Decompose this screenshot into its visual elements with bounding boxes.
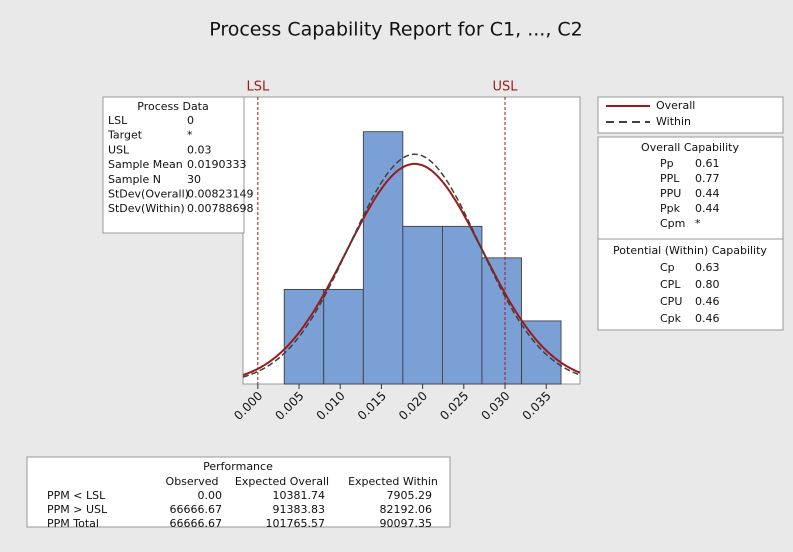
row-label: USL — [108, 143, 130, 156]
table-title: Potential (Within) Capability — [613, 244, 767, 257]
table-title: Overall Capability — [641, 141, 739, 154]
cell: 66666.67 — [170, 503, 223, 516]
row-label: PPM > USL — [47, 503, 108, 516]
row-label: Sample Mean — [108, 158, 183, 171]
row-value: 0.63 — [695, 261, 720, 274]
row-value: 0.00788698 — [187, 202, 253, 215]
row-label: CPU — [660, 295, 682, 308]
cell: 101765.57 — [266, 517, 326, 530]
column-header: Observed — [166, 475, 219, 488]
row-label: Ppk — [660, 202, 681, 215]
column-header: Expected Overall — [235, 475, 329, 488]
bar — [481, 257, 522, 385]
row-label: Target — [107, 129, 143, 142]
fit-curve — [242, 153, 581, 378]
row-value: 0.77 — [695, 172, 720, 185]
row-value: 0.46 — [695, 295, 720, 308]
legend-label: Within — [656, 115, 691, 128]
cell: 10381.74 — [273, 489, 326, 502]
fit-curve — [242, 162, 581, 377]
bar — [362, 131, 404, 385]
row-value: * — [187, 129, 193, 142]
row-label: StDev(Overall) — [108, 188, 189, 201]
row-label: Cpm — [660, 217, 685, 230]
bar — [441, 225, 483, 385]
row-label: PPU — [660, 187, 681, 200]
table-title: Performance — [203, 460, 273, 473]
row-value: 0.44 — [695, 202, 720, 215]
spec-label: LSL — [246, 80, 269, 95]
row-label: StDev(Within) — [108, 202, 185, 215]
row-value: 30 — [187, 173, 201, 186]
spec-label: USL — [493, 80, 519, 95]
cell: 82192.06 — [380, 503, 433, 516]
row-label: PPM Total — [47, 517, 99, 530]
column-header: Expected Within — [348, 475, 438, 488]
row-label: Cp — [660, 261, 675, 274]
row-label: CPL — [660, 278, 681, 291]
row-value: 0.46 — [695, 312, 720, 325]
row-label: PPL — [660, 172, 680, 185]
row-label: Cpk — [660, 312, 682, 325]
performance-box — [26, 456, 451, 528]
row-value: 0.03 — [187, 143, 212, 156]
row-value: 0.00823149 — [187, 188, 253, 201]
row-value: 0 — [187, 114, 194, 127]
row-value: * — [695, 217, 701, 230]
row-value: 0.44 — [695, 187, 720, 200]
row-value: 0.0190333 — [187, 158, 247, 171]
row-value: 0.80 — [695, 278, 720, 291]
bar — [521, 320, 562, 385]
legend-label: Overall — [656, 99, 695, 112]
row-value: 0.61 — [695, 157, 720, 170]
legend-box — [597, 96, 784, 134]
table-title: Process Data — [137, 100, 209, 113]
cell: 90097.35 — [380, 517, 433, 530]
row-label: Sample N — [108, 173, 161, 186]
process-data-box — [102, 96, 245, 234]
capability-box — [597, 136, 784, 331]
cell: 91383.83 — [273, 503, 326, 516]
report-title: Process Capability Report for C1, ..., C… — [209, 19, 583, 41]
cell: 0.00 — [198, 489, 223, 502]
cell: 66666.67 — [170, 517, 223, 530]
bar — [323, 288, 364, 385]
row-label: LSL — [108, 114, 128, 127]
cell: 7905.29 — [387, 489, 433, 502]
bar — [402, 225, 443, 385]
row-label: Pp — [660, 157, 674, 170]
row-label: PPM < LSL — [47, 489, 106, 502]
